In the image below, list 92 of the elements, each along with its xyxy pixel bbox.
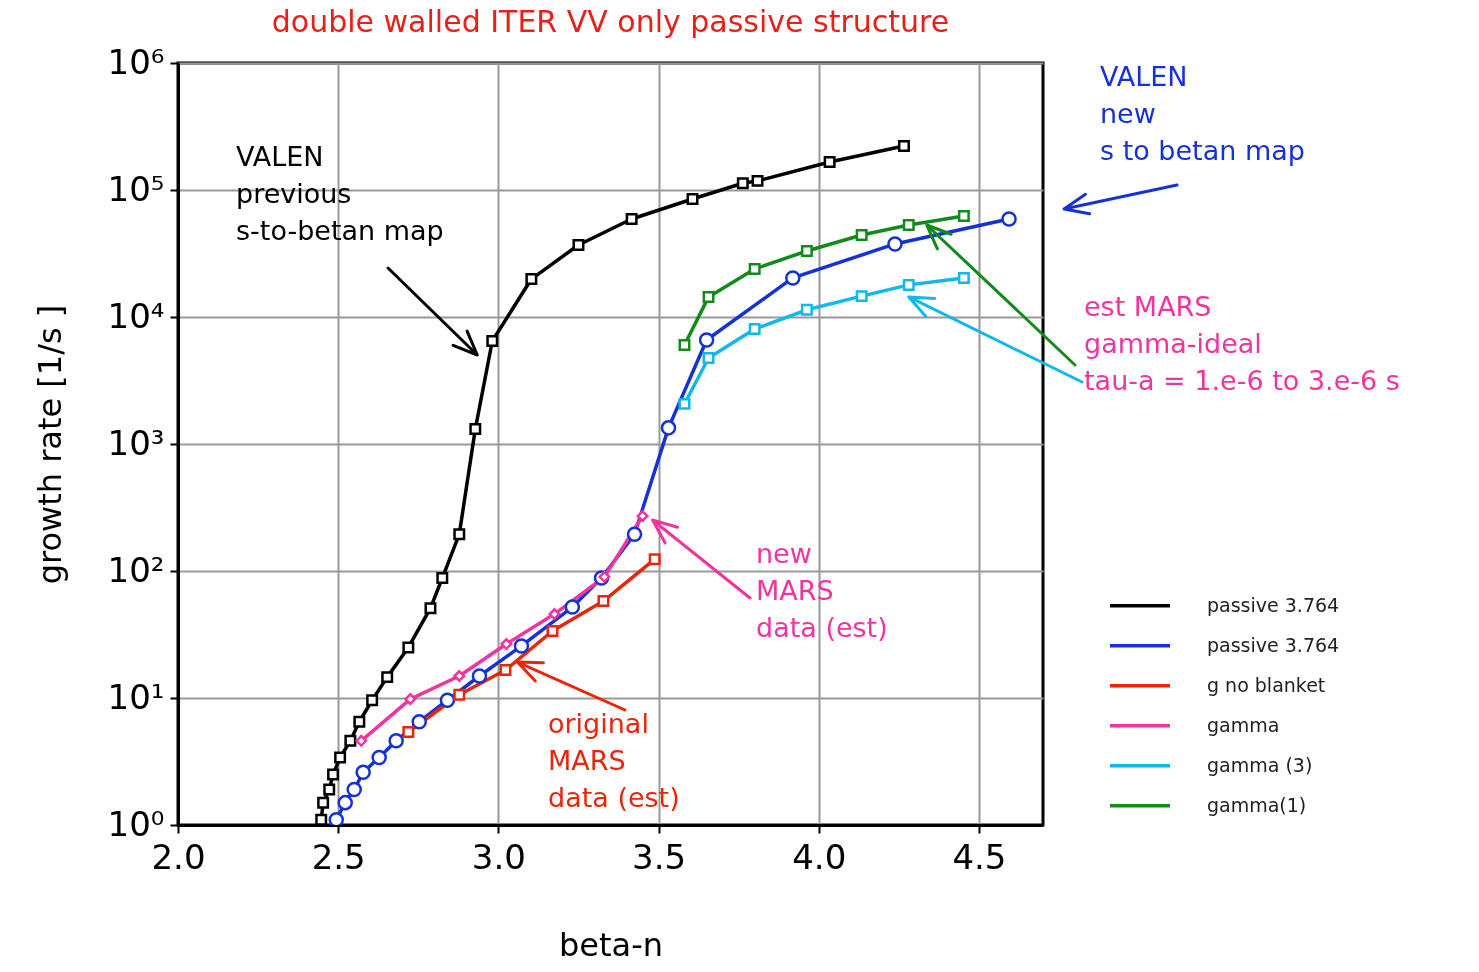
y-tick-label: 10¹ (107, 676, 165, 717)
legend-label: gamma (3) (1207, 753, 1313, 776)
point (748, 262, 761, 275)
point (328, 811, 345, 825)
point (344, 734, 357, 747)
point (471, 668, 488, 684)
point (698, 332, 715, 348)
x-axis-title: beta-n (559, 925, 663, 964)
point (678, 397, 691, 410)
annotation: VALEN previous s-to-betan map (236, 141, 444, 246)
point (317, 796, 330, 809)
point (424, 602, 437, 615)
point (486, 335, 499, 348)
point (785, 270, 801, 286)
point (453, 688, 466, 701)
x-tick-label: 3.5 (632, 836, 687, 877)
point (334, 751, 347, 764)
point (513, 638, 530, 654)
point (355, 734, 368, 747)
point (902, 219, 915, 232)
point (323, 783, 336, 796)
legend-label: passive 3.764 (1207, 633, 1340, 656)
point (453, 528, 466, 541)
point (572, 238, 585, 251)
point (660, 420, 677, 436)
point (887, 236, 903, 252)
point (564, 599, 581, 615)
point (327, 768, 340, 781)
point (355, 764, 371, 781)
point (897, 140, 910, 153)
annotation: original MARS data (est) (548, 708, 680, 813)
point (402, 641, 415, 654)
annotation: new MARS data (est) (756, 538, 888, 643)
point (548, 608, 561, 621)
x-tick-label: 3.0 (471, 836, 526, 877)
point (800, 244, 813, 257)
point (439, 692, 456, 709)
point (957, 271, 970, 284)
point (855, 290, 868, 303)
point (371, 749, 387, 766)
point (800, 303, 813, 316)
point (597, 595, 610, 608)
point (636, 510, 649, 523)
point (1001, 211, 1017, 227)
legend-label: gamma (1207, 713, 1280, 736)
legend-label: gamma(1) (1207, 793, 1307, 816)
point (702, 290, 715, 303)
point (748, 322, 761, 335)
point (823, 156, 836, 169)
point (736, 177, 749, 190)
point (469, 423, 482, 436)
point (453, 670, 466, 682)
y-axis-title: growth rate [1/s ] (30, 304, 69, 585)
point (625, 213, 638, 225)
text: est MARS gamma-ideal tau-a = 1.e-6 to 3.e-6 s (1084, 291, 1400, 396)
point (499, 664, 512, 677)
y-tick-label: 10⁴ (107, 295, 165, 336)
point (686, 192, 699, 205)
point (855, 229, 868, 242)
x-tick-label: 4.0 (792, 836, 847, 877)
point (381, 671, 394, 684)
point (702, 352, 715, 365)
point (346, 781, 362, 798)
point (626, 526, 643, 542)
y-tick-label: 10⁶ (107, 41, 165, 82)
point (337, 794, 353, 811)
point (598, 570, 611, 583)
text: VALEN new s to betan map (1100, 61, 1305, 166)
point (648, 553, 661, 566)
point (366, 694, 379, 707)
point (404, 693, 417, 706)
point (500, 638, 513, 651)
point (402, 725, 415, 738)
point (957, 210, 970, 223)
y-tick-label: 10⁵ (107, 168, 165, 209)
point (902, 278, 915, 291)
point (388, 733, 404, 749)
point (525, 273, 538, 286)
point (353, 715, 366, 728)
legend-label: g no blanket (1207, 673, 1326, 696)
point (411, 714, 428, 730)
point (315, 813, 328, 825)
point (546, 625, 559, 637)
point (436, 572, 449, 585)
x-tick-label: 2.5 (311, 836, 366, 877)
x-tick-label: 4.5 (952, 836, 1007, 877)
point (751, 174, 764, 187)
point (678, 339, 691, 351)
y-tick-label: 10² (107, 549, 165, 590)
chart-title: double walled ITER VV only passive structure (271, 4, 950, 39)
legend-label: passive 3.764 (1207, 593, 1340, 616)
y-tick-label: 10³ (107, 422, 165, 463)
